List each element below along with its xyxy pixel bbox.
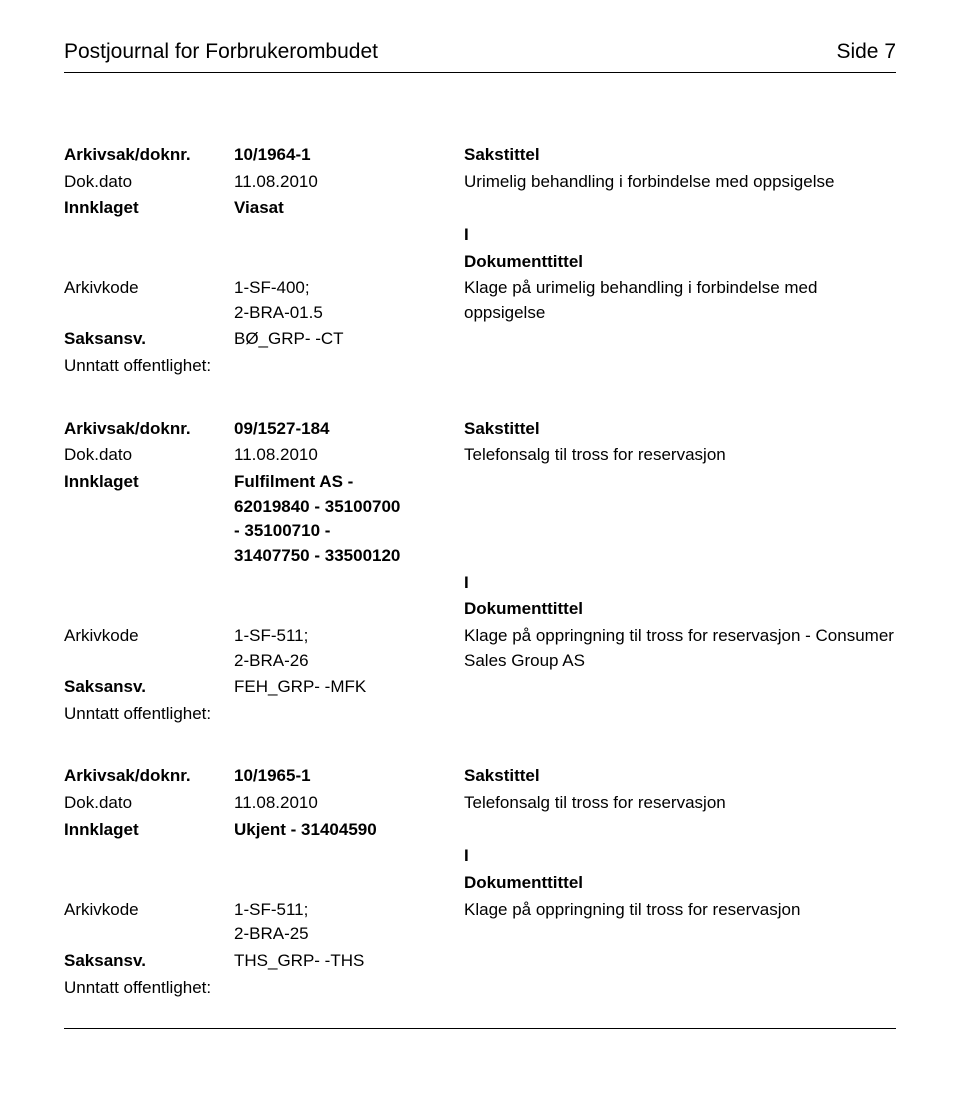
- label-dokumenttittel: Dokumenttittel: [464, 871, 896, 896]
- row-doktittel-label: Dokumenttittel: [64, 250, 896, 275]
- row-saksansv: Saksansv. THS_GRP- -THS: [64, 949, 896, 974]
- row-innklaget: Innklaget Ukjent - 31404590: [64, 818, 896, 843]
- value-doknr: 10/1965-1: [234, 764, 464, 789]
- row-doknr: Arkivsak/doknr. 10/1965-1 Sakstittel: [64, 764, 896, 789]
- journal-entry: Arkivsak/doknr. 10/1965-1 Sakstittel Dok…: [64, 764, 896, 1000]
- row-unntatt: Unntatt offentlighet:: [64, 354, 896, 379]
- row-unntatt: Unntatt offentlighet:: [64, 976, 896, 1001]
- row-arkivkode: Arkivkode 1-SF-511; 2-BRA-25 Klage på op…: [64, 898, 896, 947]
- value-type: I: [464, 844, 896, 869]
- value-saksansv: THS_GRP- -THS: [234, 949, 464, 974]
- value-dato: 11.08.2010: [234, 791, 464, 816]
- value-doktittel: Klage på urimelig behandling i forbindel…: [464, 276, 896, 325]
- value-doknr: 09/1527-184: [234, 417, 464, 442]
- row-dato: Dok.dato 11.08.2010 Telefonsalg til tros…: [64, 791, 896, 816]
- value-saksansv: FEH_GRP- -MFK: [234, 675, 464, 700]
- value-saksansv: BØ_GRP- -CT: [234, 327, 464, 352]
- row-doktittel-label: Dokumenttittel: [64, 871, 896, 896]
- row-dato: Dok.dato 11.08.2010 Urimelig behandling …: [64, 170, 896, 195]
- label-arkivsak-doknr: Arkivsak/doknr.: [64, 143, 234, 168]
- row-saksansv: Saksansv. BØ_GRP- -CT: [64, 327, 896, 352]
- label-arkivsak-doknr: Arkivsak/doknr.: [64, 417, 234, 442]
- value-doktittel: Klage på oppringning til tross for reser…: [464, 898, 896, 923]
- label-sakstittel: Sakstittel: [464, 417, 896, 442]
- value-sakstittel: Urimelig behandling i forbindelse med op…: [464, 170, 896, 195]
- footer-divider: [64, 1028, 896, 1029]
- row-type: I: [64, 571, 896, 596]
- spacer: [64, 728, 896, 764]
- value-arkivkode: 1-SF-511; 2-BRA-25: [234, 898, 464, 947]
- row-innklaget: Innklaget Fulfilment AS - 62019840 - 351…: [64, 470, 896, 569]
- page-header: Postjournal for Forbrukerombudet Side 7: [64, 40, 896, 64]
- label-saksansv: Saksansv.: [64, 949, 234, 974]
- label-arkivsak-doknr: Arkivsak/doknr.: [64, 764, 234, 789]
- row-unntatt: Unntatt offentlighet:: [64, 702, 896, 727]
- label-arkivkode: Arkivkode: [64, 276, 234, 301]
- value-innklaget: Ukjent - 31404590: [234, 818, 464, 843]
- journal-entry: Arkivsak/doknr. 09/1527-184 Sakstittel D…: [64, 417, 896, 727]
- page-number: Side 7: [836, 40, 896, 64]
- label-arkivkode: Arkivkode: [64, 624, 234, 649]
- row-innklaget: Innklaget Viasat: [64, 196, 896, 221]
- label-dok-dato: Dok.dato: [64, 791, 234, 816]
- spacer: [64, 73, 896, 143]
- value-dato: 11.08.2010: [234, 170, 464, 195]
- value-innklaget: Viasat: [234, 196, 464, 221]
- label-innklaget: Innklaget: [64, 196, 234, 221]
- row-dato: Dok.dato 11.08.2010 Telefonsalg til tros…: [64, 443, 896, 468]
- label-arkivkode: Arkivkode: [64, 898, 234, 923]
- row-arkivkode: Arkivkode 1-SF-511; 2-BRA-26 Klage på op…: [64, 624, 896, 673]
- row-type: I: [64, 844, 896, 869]
- value-type: I: [464, 223, 896, 248]
- page-container: Postjournal for Forbrukerombudet Side 7 …: [0, 0, 960, 1069]
- value-arkivkode: 1-SF-511; 2-BRA-26: [234, 624, 464, 673]
- row-arkivkode: Arkivkode 1-SF-400; 2-BRA-01.5 Klage på …: [64, 276, 896, 325]
- label-innklaget: Innklaget: [64, 470, 234, 495]
- value-type: I: [464, 571, 896, 596]
- value-sakstittel: Telefonsalg til tross for reservasjon: [464, 443, 896, 468]
- spacer: [64, 381, 896, 417]
- label-saksansv: Saksansv.: [64, 327, 234, 352]
- label-dokumenttittel: Dokumenttittel: [464, 597, 896, 622]
- label-saksansv: Saksansv.: [64, 675, 234, 700]
- value-arkivkode: 1-SF-400; 2-BRA-01.5: [234, 276, 464, 325]
- journal-entry: Arkivsak/doknr. 10/1964-1 Sakstittel Dok…: [64, 143, 896, 379]
- value-sakstittel: Telefonsalg til tross for reservasjon: [464, 791, 896, 816]
- row-type: I: [64, 223, 896, 248]
- label-dok-dato: Dok.dato: [64, 443, 234, 468]
- journal-title: Postjournal for Forbrukerombudet: [64, 40, 378, 64]
- label-innklaget: Innklaget: [64, 818, 234, 843]
- value-dato: 11.08.2010: [234, 443, 464, 468]
- value-doktittel: Klage på oppringning til tross for reser…: [464, 624, 896, 673]
- row-doknr: Arkivsak/doknr. 09/1527-184 Sakstittel: [64, 417, 896, 442]
- label-unntatt: Unntatt offentlighet:: [64, 354, 234, 379]
- label-sakstittel: Sakstittel: [464, 143, 896, 168]
- value-doknr: 10/1964-1: [234, 143, 464, 168]
- label-sakstittel: Sakstittel: [464, 764, 896, 789]
- row-doknr: Arkivsak/doknr. 10/1964-1 Sakstittel: [64, 143, 896, 168]
- label-dok-dato: Dok.dato: [64, 170, 234, 195]
- label-unntatt: Unntatt offentlighet:: [64, 976, 234, 1001]
- row-doktittel-label: Dokumenttittel: [64, 597, 896, 622]
- label-unntatt: Unntatt offentlighet:: [64, 702, 234, 727]
- value-innklaget: Fulfilment AS - 62019840 - 35100700 - 35…: [234, 470, 464, 569]
- row-saksansv: Saksansv. FEH_GRP- -MFK: [64, 675, 896, 700]
- label-dokumenttittel: Dokumenttittel: [464, 250, 896, 275]
